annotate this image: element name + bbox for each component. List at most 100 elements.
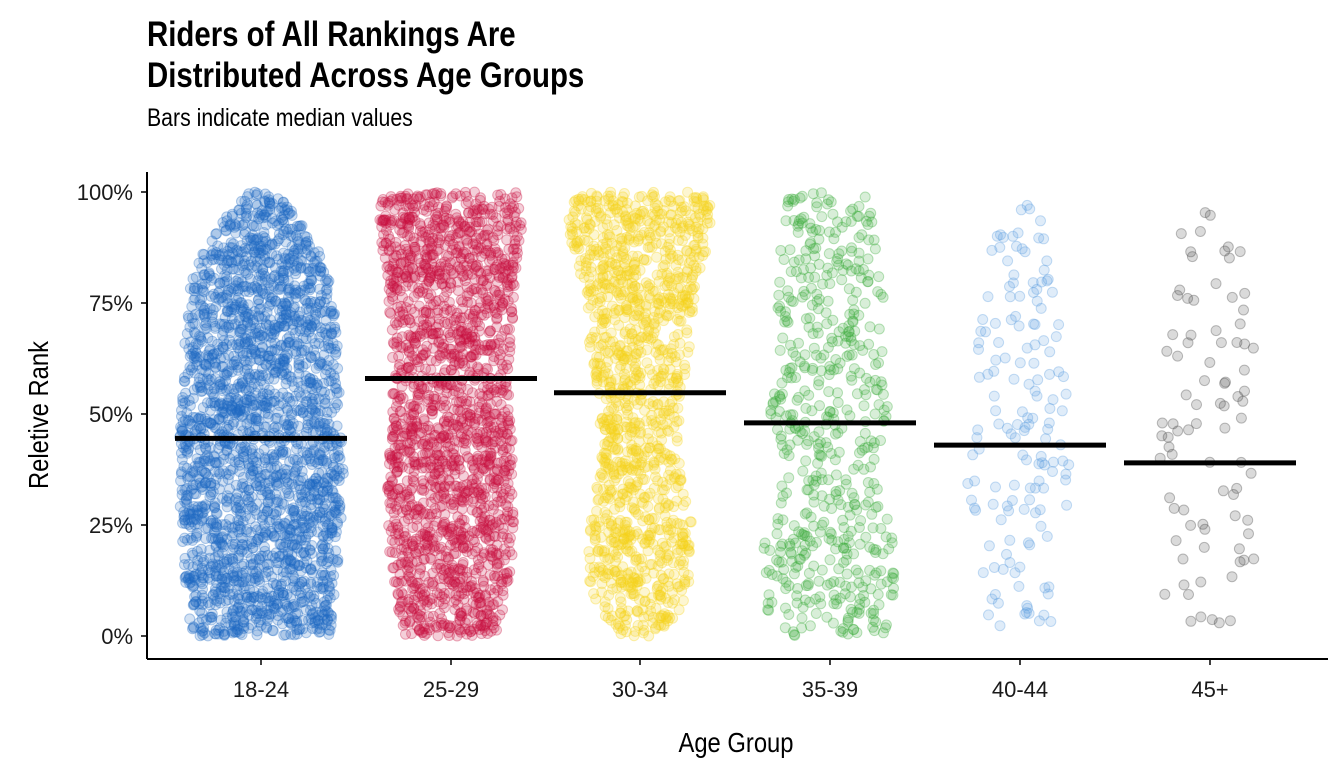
data-point: [476, 398, 488, 410]
data-point: [183, 343, 195, 355]
data-point: [406, 575, 417, 587]
data-point: [222, 594, 234, 606]
data-point: [396, 380, 408, 392]
data-point: [491, 225, 503, 237]
data-point: [458, 270, 470, 282]
data-point: [277, 444, 289, 456]
data-point: [403, 413, 415, 425]
data-point: [260, 468, 272, 480]
data-point: [305, 377, 317, 389]
data-point: [322, 530, 334, 542]
data-point: [401, 475, 413, 487]
data-point: [291, 405, 303, 416]
data-point: [319, 423, 331, 435]
data-point: [406, 556, 418, 568]
data-point: [242, 336, 253, 348]
data-point: [582, 302, 594, 314]
data-point: [329, 323, 341, 335]
data-point: [391, 284, 403, 296]
data-point: [433, 543, 445, 555]
data-point: [289, 280, 301, 292]
data-point: [391, 319, 403, 331]
data-point: [332, 556, 344, 568]
data-point: [290, 292, 302, 304]
data-point: [251, 413, 263, 425]
data-point: [268, 395, 280, 407]
data-point: [317, 543, 329, 555]
data-point: [414, 614, 426, 625]
data-point: [271, 460, 283, 472]
data-point: [191, 453, 203, 465]
group-points-25-29: [374, 186, 527, 642]
data-point: [291, 337, 303, 349]
data-point: [306, 321, 318, 333]
data-point: [306, 608, 318, 620]
chart-title-block: Riders of All Rankings Are Distributed A…: [147, 14, 668, 133]
data-point: [399, 515, 411, 527]
data-point: [237, 319, 249, 331]
data-point: [216, 250, 228, 262]
data-point: [254, 333, 266, 345]
data-point: [317, 418, 329, 429]
data-point: [241, 445, 253, 457]
data-point: [252, 534, 264, 546]
data-point: [467, 534, 479, 546]
data-point: [328, 461, 339, 473]
data-point: [213, 249, 225, 261]
data-point: [253, 294, 265, 305]
data-point: [329, 531, 341, 543]
data-point: [309, 393, 321, 405]
data-point: [449, 464, 461, 476]
data-point: [629, 280, 641, 292]
data-point: [253, 448, 265, 460]
data-point: [188, 513, 200, 525]
data-point: [303, 282, 315, 294]
data-point: [396, 587, 408, 599]
data-point: [246, 619, 257, 631]
data-point: [296, 491, 308, 503]
data-point: [316, 455, 328, 467]
data-point: [298, 575, 310, 587]
data-point: [275, 339, 287, 351]
data-point: [439, 260, 451, 272]
data-point: [413, 316, 425, 328]
data-point: [485, 325, 497, 337]
data-point: [413, 542, 425, 554]
data-point: [497, 363, 509, 375]
data-point: [191, 504, 203, 516]
data-point: [218, 325, 229, 337]
data-point: [497, 446, 509, 458]
data-point: [469, 273, 481, 285]
data-point: [292, 460, 304, 472]
data-point: [280, 575, 291, 587]
data-point: [437, 524, 449, 536]
data-point: [387, 522, 399, 534]
data-point: [430, 189, 442, 201]
data-point: [491, 539, 503, 551]
data-point: [204, 567, 216, 579]
data-point: [217, 341, 229, 353]
data-point: [443, 622, 455, 634]
data-point: [262, 411, 274, 423]
data-point: [284, 396, 296, 408]
data-point: [193, 372, 205, 384]
data-point: [212, 546, 224, 558]
data-point: [207, 388, 219, 400]
data-point: [263, 256, 275, 268]
data-point: [233, 378, 245, 390]
data-point: [276, 468, 288, 480]
points-layer: [174, 186, 1260, 642]
data-point: [269, 552, 281, 564]
data-point: [311, 493, 323, 505]
data-point: [283, 553, 295, 565]
data-point: [269, 367, 281, 379]
data-point: [289, 573, 301, 585]
data-point: [302, 528, 314, 540]
data-point: [297, 407, 309, 419]
data-point: [190, 412, 202, 424]
data-point: [292, 420, 304, 432]
data-point: [209, 373, 221, 384]
data-point: [177, 536, 189, 547]
data-point: [222, 286, 234, 298]
data-point: [184, 471, 196, 483]
